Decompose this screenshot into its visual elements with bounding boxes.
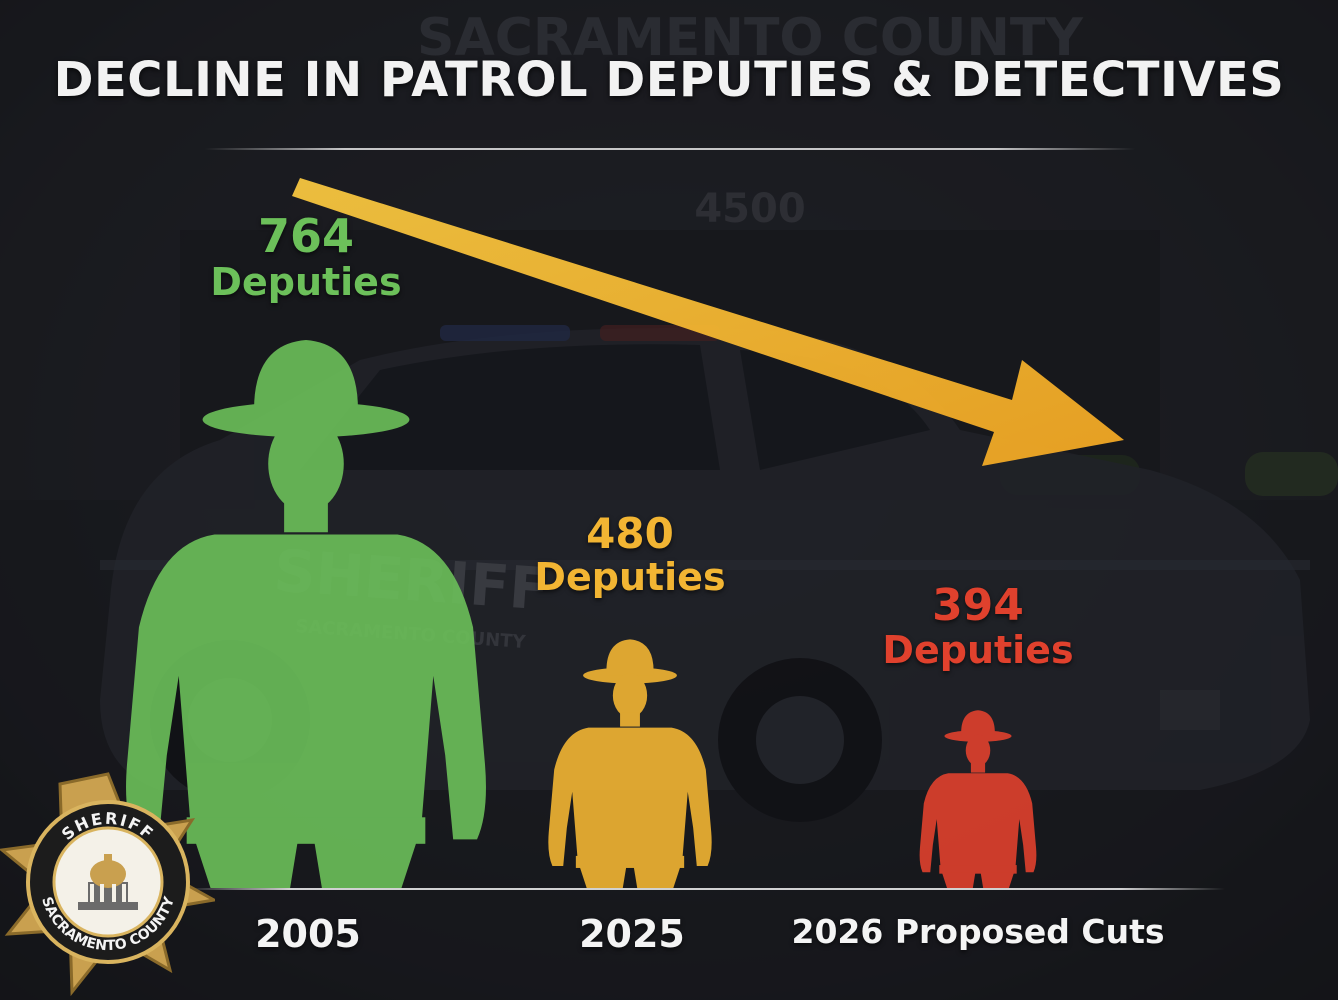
hedge <box>1245 452 1338 496</box>
category-label: 2005 <box>255 912 361 956</box>
building-sign: SACRAMENTO COUNTY <box>417 8 1084 68</box>
category-label: 2025 <box>579 912 685 956</box>
value-number: 480 <box>586 509 674 559</box>
category-label: 2026 Proposed Cuts <box>791 912 1165 951</box>
chart-baseline <box>185 888 1225 890</box>
value-label: 480 Deputies <box>480 511 780 597</box>
value-number: 764 <box>257 209 355 263</box>
sheriff-badge-icon: SHERIFF SACRAMENTO COUNTY <box>0 772 215 997</box>
title-divider <box>205 148 1135 150</box>
value-unit: Deputies <box>210 259 402 304</box>
value-label: 394 Deputies <box>828 582 1128 671</box>
value-label: 764 Deputies <box>156 209 456 304</box>
value-unit: Deputies <box>882 627 1074 672</box>
page-title: DECLINE IN PATROL DEPUTIES & DETECTIVES <box>53 52 1285 108</box>
building-number: 4500 <box>694 186 805 232</box>
value-unit: Deputies <box>534 554 726 599</box>
value-number: 394 <box>932 580 1024 632</box>
trend-arrow-icon <box>292 178 1124 466</box>
